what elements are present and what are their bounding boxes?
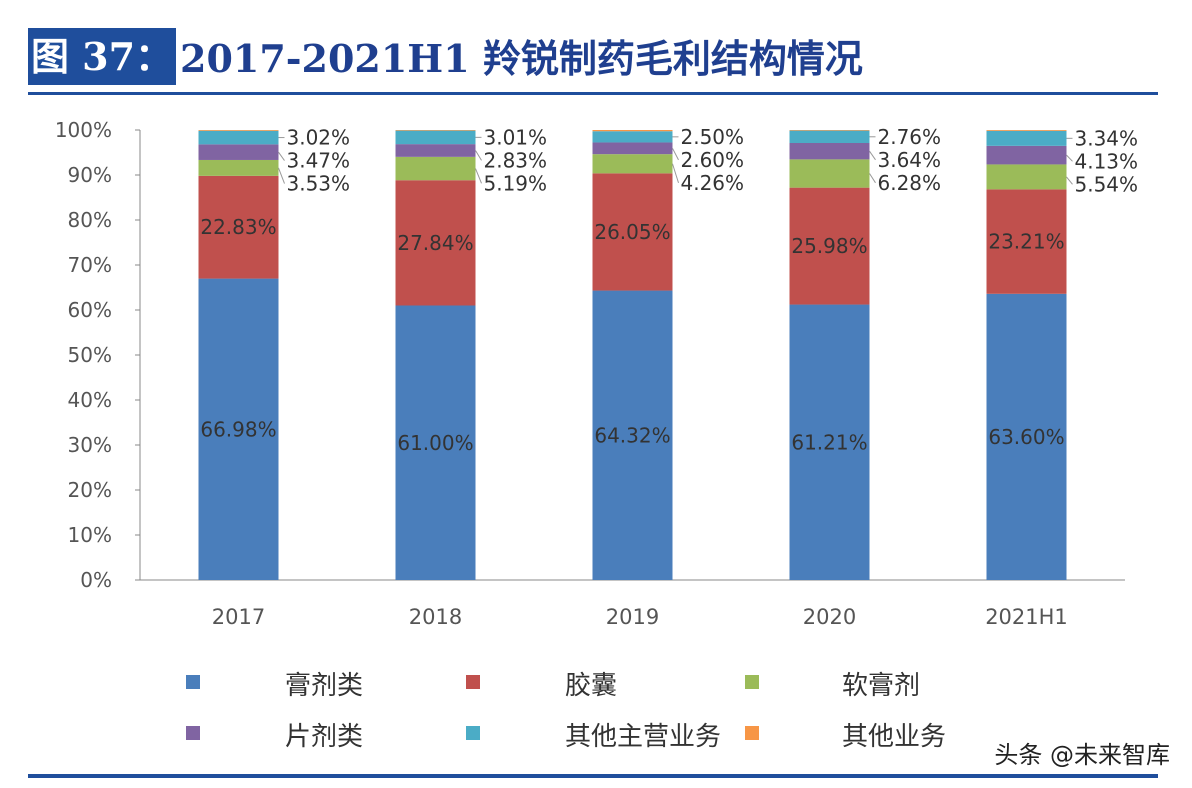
bar-segment [789, 304, 870, 580]
data-label: 25.98% [791, 234, 867, 258]
data-label: 3.53% [287, 172, 351, 196]
data-label: 64.32% [594, 423, 670, 447]
bar-segment [395, 130, 476, 131]
bar-segment [789, 130, 870, 144]
data-label-leader [1066, 154, 1073, 162]
bar-segment [395, 144, 476, 157]
bar-segment [986, 145, 1067, 165]
legend-label: 软膏剂 [842, 671, 921, 701]
bar-segment [789, 159, 870, 188]
bar-segment [198, 175, 279, 279]
legend-label: 膏剂类 [285, 671, 364, 701]
data-label: 61.00% [397, 431, 473, 455]
y-tick-label: 20% [68, 478, 112, 502]
legend-label: 其他主营业务 [565, 722, 722, 752]
data-label-leader [672, 148, 679, 161]
data-label: 2.76% [878, 125, 942, 149]
y-tick-label: 30% [68, 433, 112, 457]
legend-swatch [745, 726, 759, 740]
data-label: 22.83% [200, 215, 276, 239]
bar-segment [986, 130, 1067, 131]
bar-segment [395, 180, 476, 306]
y-tick-label: 60% [68, 298, 112, 322]
bar-segment [986, 293, 1067, 580]
data-label: 3.02% [287, 126, 351, 150]
bar-segment [789, 130, 870, 131]
bar-segment [198, 130, 279, 145]
data-label-leader [278, 167, 285, 184]
y-tick-label: 80% [68, 208, 112, 232]
figure-title: 2017-2021H1 羚锐制药毛利结构情况 [180, 36, 863, 81]
bar-segment [198, 144, 279, 160]
data-label: 4.26% [681, 171, 745, 195]
bar-segment [592, 142, 673, 155]
legend-label: 胶囊 [565, 671, 618, 701]
data-label-leader [475, 150, 482, 161]
data-label: 2.50% [681, 125, 745, 149]
bar-segment [592, 290, 673, 580]
bar-segment [592, 173, 673, 291]
data-label: 3.47% [287, 149, 351, 173]
data-label-leader [869, 173, 876, 184]
data-label-leader [1066, 176, 1073, 185]
data-label-leader [869, 150, 876, 161]
legend-swatch [186, 726, 200, 740]
bar-segment [592, 154, 673, 174]
bar-segment [592, 131, 673, 143]
y-tick-label: 50% [68, 343, 112, 367]
data-label: 2.60% [681, 148, 745, 172]
bar-segment [198, 278, 279, 580]
y-tick-label: 100% [55, 118, 112, 142]
bar-segment [986, 189, 1067, 294]
data-label: 4.13% [1075, 149, 1139, 173]
data-label-leader [672, 163, 679, 183]
legend-swatch [745, 675, 759, 689]
y-tick-label: 90% [68, 163, 112, 187]
bar-segment [395, 130, 476, 145]
data-label: 61.21% [791, 430, 867, 454]
data-label: 23.21% [988, 230, 1064, 254]
legend-swatch [466, 726, 480, 740]
legend-swatch [186, 675, 200, 689]
bar-segment [789, 143, 870, 160]
y-tick-label: 0% [80, 568, 112, 592]
bar-segment [592, 130, 673, 132]
title-rule [28, 92, 1158, 95]
bar-segment [789, 187, 870, 305]
bar-segment [198, 130, 279, 131]
bar-segment [395, 156, 476, 181]
bar-segment [986, 164, 1067, 190]
watermark: 头条 @未来智库 [994, 741, 1170, 769]
bar-segment [395, 305, 476, 580]
y-tick-label: 40% [68, 388, 112, 412]
figure-label: 图 37： [28, 28, 176, 85]
y-tick-label: 70% [68, 253, 112, 277]
x-tick-label: 2018 [409, 605, 462, 629]
data-label: 5.19% [484, 171, 548, 195]
data-label: 3.01% [484, 125, 548, 149]
x-tick-label: 2021H1 [985, 605, 1068, 629]
data-label: 5.54% [1075, 172, 1139, 196]
data-label: 2.83% [484, 148, 548, 172]
data-label-leader [475, 168, 482, 184]
data-label-leader [278, 151, 285, 161]
data-label: 26.05% [594, 220, 670, 244]
data-label: 3.34% [1075, 126, 1139, 150]
x-tick-label: 2019 [606, 605, 659, 629]
bar-segment [198, 159, 279, 176]
data-label: 66.98% [200, 417, 276, 441]
x-tick-label: 2020 [803, 605, 856, 629]
data-label: 27.84% [397, 231, 473, 255]
legend-label: 片剂类 [285, 722, 364, 752]
x-tick-label: 2017 [212, 605, 265, 629]
bar-segment [986, 130, 1067, 146]
data-label: 63.60% [988, 425, 1064, 449]
data-label: 6.28% [878, 171, 942, 195]
y-tick-label: 10% [68, 523, 112, 547]
legend-swatch [466, 675, 480, 689]
bottom-rule [28, 774, 1158, 778]
data-label: 3.64% [878, 148, 942, 172]
legend-label: 其他业务 [842, 722, 947, 752]
